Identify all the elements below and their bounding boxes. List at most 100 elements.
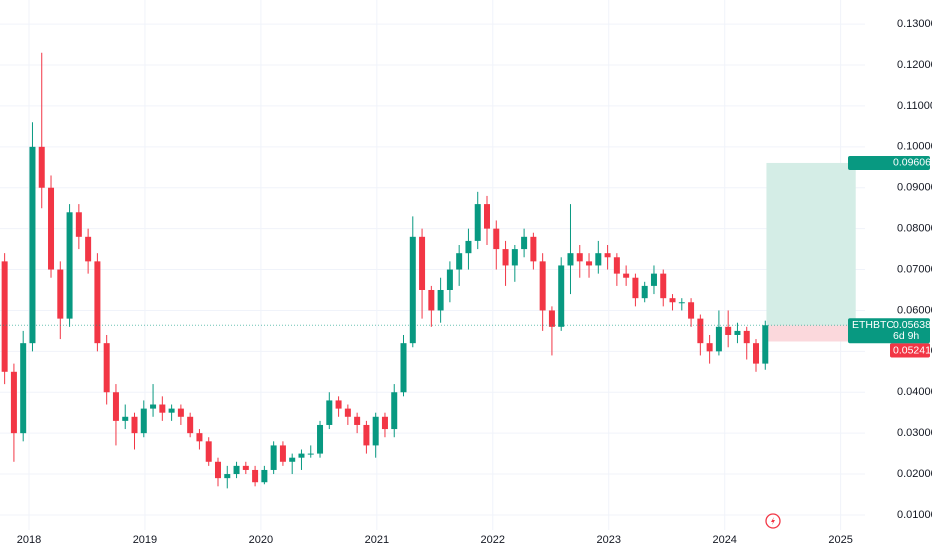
last-price-label: 0.05638 [893,319,931,331]
candle-body [354,416,361,425]
candle-body [317,424,324,454]
icon-bolt [771,517,775,525]
candle-body [381,416,388,430]
candle-body [261,469,268,483]
candle-body [576,253,583,262]
candle-body [669,298,676,303]
candle-body [344,408,351,417]
x-tick-label: 2025 [828,534,852,546]
candles [1,52,769,489]
stop-label: 0.05241 [893,344,931,356]
candle-body [112,392,119,421]
symbol-label: ETHBTC [852,319,894,331]
candle-body [233,465,240,475]
candle-body [372,416,379,446]
candle-body [530,236,537,262]
candle-body [743,330,750,344]
candle-body [595,253,602,266]
candle-body [103,343,110,393]
candle-body [558,265,565,327]
candle-body [465,240,472,254]
candle-body [734,330,741,335]
x-tick-label: 2021 [365,534,389,546]
candle-body [252,469,259,483]
candle-body [57,269,64,319]
candle-body [298,453,305,458]
candle-body [474,204,481,241]
candle-body [214,461,221,479]
candle-body [456,253,463,270]
candle-body [567,253,574,266]
candle-body [753,343,760,364]
candle-body [521,236,528,250]
candle-body [242,465,249,470]
candle-body [446,269,453,290]
candle-body [632,277,639,299]
candle-body [762,325,769,364]
candle-body [196,433,203,442]
candle-body [1,261,8,372]
candle-body [85,236,92,262]
candle-body [650,273,657,286]
candle-body [428,289,435,311]
x-tick-label: 2020 [249,534,273,546]
candle-body [539,261,546,311]
position-tool [766,162,856,342]
profit-zone [766,162,856,326]
candle-body [10,371,17,434]
lightning-icon [765,513,781,529]
candle-body [493,228,500,250]
x-tick-label: 2018 [17,534,41,546]
candle-body [706,343,713,352]
loss-zone [766,325,856,342]
candle-body [289,457,296,462]
candle-body [205,441,212,462]
candle-body [38,146,45,188]
x-tick-label: 2022 [481,534,505,546]
candle-body [613,257,620,274]
candle-body [177,408,184,417]
candle-body [548,310,555,327]
target-tag [848,155,930,170]
candle-body [641,285,648,299]
target-label: 0.09606 [893,157,931,169]
candle-body [502,249,509,266]
candle-body [419,236,426,290]
candle-body [391,392,398,430]
candle-body [29,146,36,344]
candle-body [363,424,370,446]
candle-body [122,416,129,421]
candle-body [660,273,667,299]
x-tick-label: 2023 [597,534,621,546]
candle-body [604,253,611,258]
candle-body [715,326,722,352]
candle-body [483,204,490,229]
candle-body [150,404,157,409]
candle-body [725,326,732,335]
candle-body [131,416,138,434]
candle-body [20,343,27,434]
candle-body [279,445,286,462]
candle-body [307,453,314,455]
candle-body [94,261,101,344]
candle-body [187,416,194,434]
candle-body [159,404,166,413]
candle-body [326,400,333,425]
candle-body [688,302,695,319]
candle-body [335,400,342,409]
candle-body [270,445,277,470]
last-price-tag [848,318,930,344]
candle-body [400,343,407,393]
candle-body [678,302,685,304]
axes: 0.010000.020000.030000.040000.050000.060… [0,18,932,546]
